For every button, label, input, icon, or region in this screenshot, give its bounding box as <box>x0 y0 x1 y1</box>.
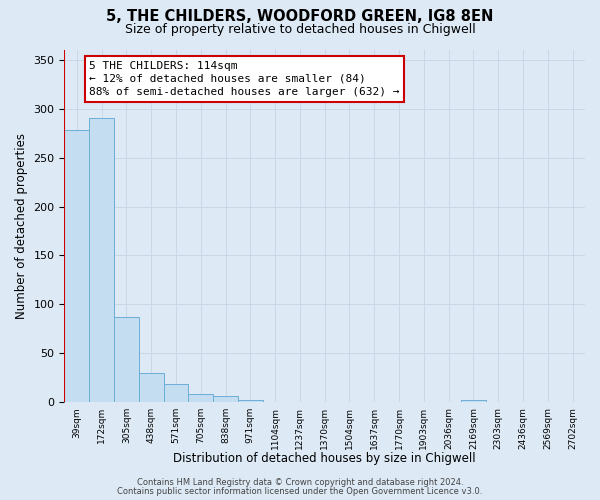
X-axis label: Distribution of detached houses by size in Chigwell: Distribution of detached houses by size … <box>173 452 476 465</box>
Bar <box>64 130 89 402</box>
Bar <box>164 384 188 402</box>
Text: Contains public sector information licensed under the Open Government Licence v3: Contains public sector information licen… <box>118 487 482 496</box>
Text: 5 THE CHILDERS: 114sqm
← 12% of detached houses are smaller (84)
88% of semi-det: 5 THE CHILDERS: 114sqm ← 12% of detached… <box>89 61 400 97</box>
Text: 5, THE CHILDERS, WOODFORD GREEN, IG8 8EN: 5, THE CHILDERS, WOODFORD GREEN, IG8 8EN <box>106 9 494 24</box>
Y-axis label: Number of detached properties: Number of detached properties <box>15 133 28 319</box>
Bar <box>114 317 139 402</box>
Text: Contains HM Land Registry data © Crown copyright and database right 2024.: Contains HM Land Registry data © Crown c… <box>137 478 463 487</box>
Bar <box>188 394 213 402</box>
Text: Size of property relative to detached houses in Chigwell: Size of property relative to detached ho… <box>125 24 475 36</box>
Bar <box>461 400 486 402</box>
Bar <box>213 396 238 402</box>
Bar <box>89 118 114 402</box>
Bar <box>238 400 263 402</box>
Bar <box>139 373 164 402</box>
